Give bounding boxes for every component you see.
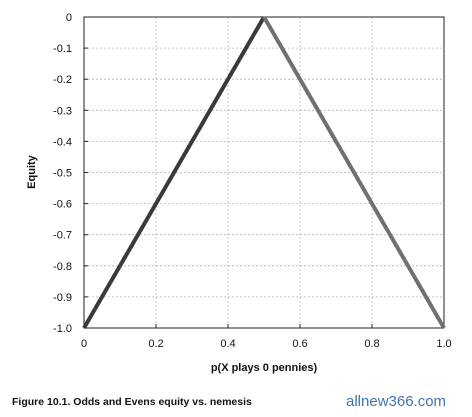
y-tick-label: -0.5 (53, 168, 72, 180)
x-tick-label: 0.6 (292, 338, 307, 350)
figure-caption: Figure 10.1. Odds and Evens equity vs. n… (12, 396, 252, 408)
y-tick-label: -0.9 (53, 292, 72, 304)
y-tick-label: -0.3 (53, 105, 72, 117)
y-axis-label: Equity (26, 154, 38, 188)
y-axis-ticks: 0 -0.1 -0.2 -0.3 -0.4 -0.5 -0.6 -0.7 -0.8 -0.9 -1.… (53, 12, 88, 335)
y-tick-label: -1.0 (53, 323, 72, 335)
x-tick-label: 0.8 (364, 338, 379, 350)
y-tick-label: -0.4 (53, 136, 72, 148)
watermark: allnew366.com (346, 393, 446, 410)
series-line (82, 15, 266, 330)
series-line (262, 15, 446, 330)
x-tick-label: 0.2 (148, 338, 163, 350)
series (82, 15, 446, 330)
y-tick-label: -0.2 (53, 74, 72, 86)
y-tick-label: -0.7 (53, 230, 72, 242)
x-tick-label: 0 (81, 338, 87, 350)
x-tick-label: 0.4 (220, 338, 235, 350)
y-tick-label: -0.6 (53, 199, 72, 211)
grid (83, 16, 445, 329)
y-tick-label: -0.1 (53, 43, 72, 55)
y-tick-label: 0 (66, 12, 72, 24)
x-tick-label: 1.0 (436, 338, 451, 350)
y-tick-label: -0.8 (53, 261, 72, 273)
x-axis-label: p(X plays 0 pennies) (211, 362, 318, 374)
x-axis-ticks: 0 0.2 0.4 0.6 0.8 1.0 (81, 324, 452, 350)
